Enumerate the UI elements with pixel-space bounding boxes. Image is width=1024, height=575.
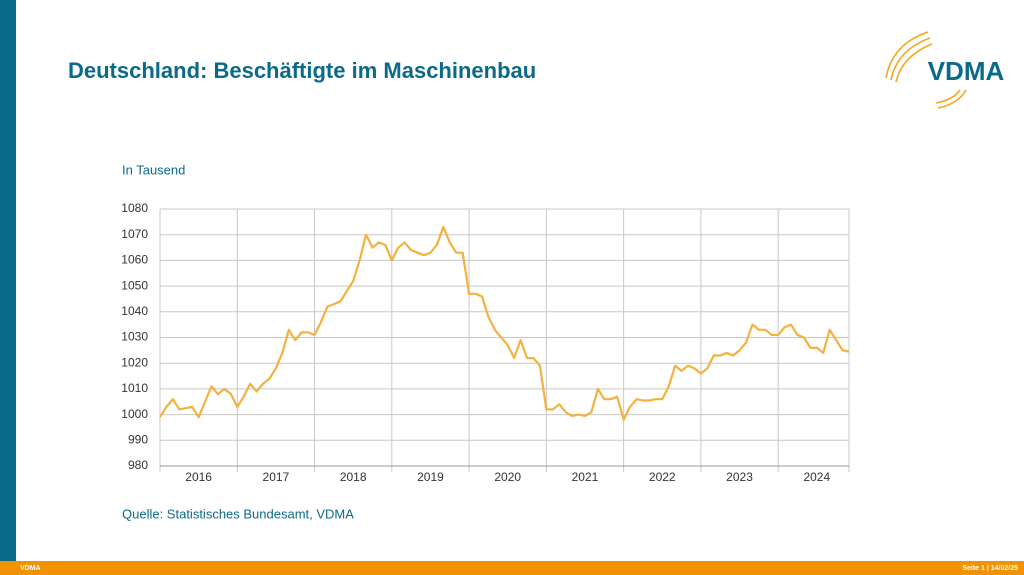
logo-text: VDMA [928, 56, 1005, 86]
footer-bar [0, 561, 1024, 575]
y-tick-label: 1000 [121, 407, 148, 421]
x-tick-label: 2019 [417, 470, 444, 484]
y-tick-label: 990 [128, 432, 148, 446]
x-tick-label: 2022 [649, 470, 676, 484]
y-tick-label: 1070 [121, 227, 148, 241]
x-tick-label: 2023 [726, 470, 753, 484]
side-bar [0, 0, 16, 575]
x-tick-label: 2017 [263, 470, 290, 484]
y-axis-label: In Tausend [122, 162, 185, 177]
line-series [159, 225, 850, 421]
x-tick-label: 2016 [185, 470, 212, 484]
y-tick-label: 1060 [121, 253, 148, 267]
source: Quelle: Statistisches Bundesamt, VDMA [122, 506, 354, 521]
x-tick-label: 2021 [572, 470, 599, 484]
footer-left: VDMA [20, 565, 41, 572]
logo [885, 31, 967, 109]
footer-right: Seite 1 | 14/02/25 [962, 565, 1018, 572]
y-tick-label: 1010 [121, 381, 148, 395]
x-tick-label: 2018 [340, 470, 367, 484]
x-tick-label: 2020 [494, 470, 521, 484]
y-tick-label: 1020 [121, 355, 148, 369]
y-tick-label: 1030 [121, 330, 148, 344]
y-tick-label: 980 [128, 458, 148, 472]
y-tick-label: 1040 [121, 304, 148, 318]
title: Deutschland: Beschäftigte im Maschinenba… [68, 58, 536, 83]
y-tick-label: 1080 [121, 201, 148, 215]
y-tick-label: 1050 [121, 278, 148, 292]
x-tick-label: 2024 [803, 470, 830, 484]
